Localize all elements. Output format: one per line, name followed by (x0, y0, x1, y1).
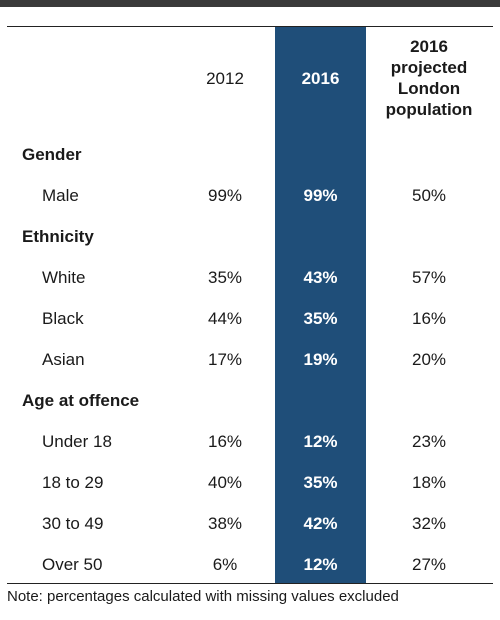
value-2012: 38% (207, 514, 243, 533)
row-label: White (42, 268, 86, 287)
value-2012: 35% (207, 268, 243, 287)
value-projected: 18% (411, 473, 447, 492)
value-projected: 27% (411, 555, 447, 574)
value-projected: 20% (411, 350, 447, 369)
section-title-ethnicity: Ethnicity (22, 227, 94, 246)
value-2012: 6% (212, 555, 238, 574)
row-label: 30 to 49 (42, 514, 104, 533)
row-label: Under 18 (42, 432, 112, 451)
header-projected-line1: 2016 (410, 37, 448, 56)
value-projected: 32% (411, 514, 447, 533)
footnote: Note: percentages calculated with missin… (7, 588, 399, 605)
column-2016-highlight (275, 27, 366, 583)
value-2016: 12% (303, 432, 338, 451)
value-2016: 19% (303, 350, 338, 369)
section-title-age: Age at offence (22, 391, 140, 410)
section-title-gender: Gender (22, 145, 82, 164)
header-projected-line2: projected (390, 58, 468, 77)
header-projected-line4: population (385, 100, 473, 119)
header-2012: 2012 (206, 69, 244, 88)
value-2012: 16% (207, 432, 243, 451)
row-label: 18 to 29 (42, 473, 104, 492)
value-projected: 23% (411, 432, 447, 451)
row-label: Over 50 (42, 555, 103, 574)
value-2012: 40% (207, 473, 243, 492)
value-2016: 35% (303, 473, 338, 492)
row-label: Male (42, 186, 79, 205)
row-label: Black (42, 309, 84, 328)
table-frame (7, 26, 493, 584)
value-2016: 42% (303, 514, 338, 533)
row-label: Asian (42, 350, 85, 369)
value-2016: 12% (303, 555, 338, 574)
value-2012: 44% (207, 309, 243, 328)
value-2016: 43% (303, 268, 338, 287)
value-projected: 16% (411, 309, 447, 328)
value-projected: 50% (411, 186, 447, 205)
value-2016: 35% (303, 309, 338, 328)
top-bar (0, 0, 500, 7)
header-projected-population: 2016 projected London population (370, 36, 488, 120)
value-2012: 99% (207, 186, 243, 205)
value-2012: 17% (207, 350, 243, 369)
value-2016: 99% (303, 186, 338, 205)
header-2016: 2016 (301, 69, 340, 88)
header-projected-line3: London (397, 79, 461, 98)
value-projected: 57% (411, 268, 447, 287)
